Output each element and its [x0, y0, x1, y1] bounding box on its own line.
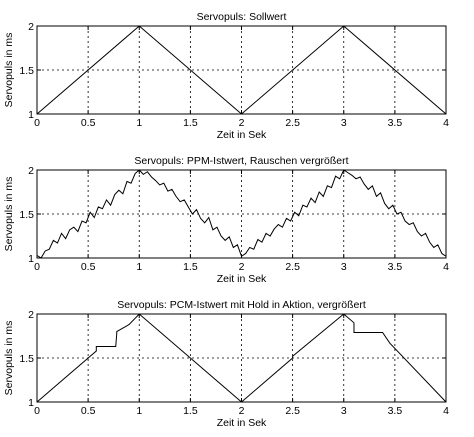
x-tick-label: 0 [34, 117, 40, 129]
x-tick-label: 1.5 [183, 117, 198, 129]
series-line [36, 25, 447, 115]
y-tick-label: 1.5 [19, 353, 34, 365]
x-tick-label: 3.5 [388, 117, 403, 129]
x-tick-label: 2.5 [285, 261, 300, 273]
y-tick-label: 2 [28, 21, 34, 33]
x-tick-label: 0.5 [81, 117, 96, 129]
y-tick-label: 2 [28, 165, 34, 177]
x-tick-label: 3 [341, 405, 347, 417]
chart-title: Servopuls: PCM-Istwert mit Hold in Aktio… [117, 299, 366, 311]
x-tick-label: 1.5 [183, 405, 198, 417]
x-tick-label: 1 [136, 117, 142, 129]
x-axis-label: Zeit in Sek [217, 417, 267, 429]
chart-panel-pcm-istwert: 0 0.5 1 1.5 2 2.5 3 3.5 4 1 1.5 2 Servopuls: PCM-Ist… [3, 299, 449, 429]
series-line [36, 313, 447, 403]
x-axis-label: Zeit in Sek [217, 129, 267, 141]
chart-panel-ppm-istwert: 0 0.5 1 1.5 2 2.5 3 3.5 4 1 1.5 2 Servopuls: PPM-Ist… [3, 155, 449, 285]
series-line [36, 169, 447, 259]
x-tick-label: 0.5 [81, 405, 96, 417]
x-tick-label: 0 [34, 405, 40, 417]
chart-title: Servopuls: Sollwert [197, 11, 287, 23]
y-tick-label: 1.5 [19, 209, 34, 221]
x-tick-label: 3 [341, 261, 347, 273]
x-tick-label: 4 [443, 405, 449, 417]
x-tick-label: 4 [443, 117, 449, 129]
y-axis-label: Servopuls in ms [3, 33, 15, 108]
x-tick-label: 2.5 [285, 405, 300, 417]
y-tick-label: 1 [28, 253, 34, 265]
y-tick-label: 1.5 [19, 65, 34, 77]
x-axis-label: Zeit in Sek [217, 273, 267, 285]
x-tick-label: 3.5 [388, 405, 403, 417]
x-tick-label: 2 [239, 117, 245, 129]
y-axis-label: Servopuls in ms [3, 321, 15, 396]
x-tick-label: 1.5 [183, 261, 198, 273]
x-tick-label: 4 [443, 261, 449, 273]
chart-title: Servopuls: PPM-Istwert, Rauschen vergröß… [134, 155, 348, 167]
x-tick-label: 0.5 [81, 261, 96, 273]
chart-panel-sollwert: 0 0.5 1 1.5 2 2.5 3 3.5 4 1 1.5 2 Servopuls: Sollwer… [3, 11, 449, 141]
x-tick-label: 1 [136, 261, 142, 273]
x-tick-label: 3.5 [388, 261, 403, 273]
y-axis-label: Servopuls in ms [3, 177, 15, 252]
x-tick-label: 2 [239, 261, 245, 273]
x-tick-label: 0 [34, 261, 40, 273]
x-tick-label: 1 [136, 405, 142, 417]
x-tick-label: 2 [239, 405, 245, 417]
y-tick-label: 1 [28, 397, 34, 409]
x-tick-label: 2.5 [285, 117, 300, 129]
y-tick-label: 2 [28, 309, 34, 321]
x-tick-label: 3 [341, 117, 347, 129]
y-tick-label: 1 [28, 109, 34, 121]
